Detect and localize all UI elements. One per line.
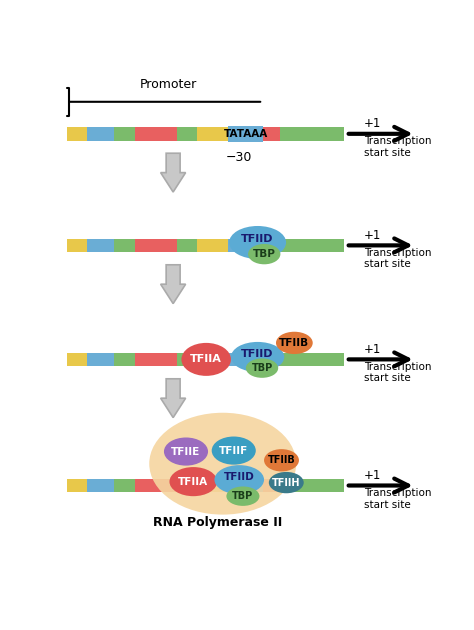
- Bar: [263, 353, 280, 366]
- Ellipse shape: [264, 449, 299, 471]
- Bar: [177, 127, 197, 140]
- Polygon shape: [161, 379, 186, 418]
- Ellipse shape: [214, 465, 264, 495]
- Bar: [66, 479, 87, 492]
- Text: TBP: TBP: [251, 363, 273, 373]
- Bar: [114, 353, 135, 366]
- Bar: [197, 479, 228, 492]
- Text: TATAAA: TATAAA: [224, 129, 268, 139]
- Bar: [197, 239, 228, 252]
- Bar: [87, 479, 114, 492]
- Ellipse shape: [164, 437, 208, 466]
- Text: +1: +1: [364, 117, 382, 130]
- Bar: [135, 479, 177, 492]
- Bar: [135, 353, 177, 366]
- Ellipse shape: [248, 244, 281, 265]
- Text: +1: +1: [364, 343, 382, 355]
- Bar: [197, 353, 228, 366]
- Bar: [263, 479, 280, 492]
- Bar: [135, 239, 177, 252]
- Ellipse shape: [229, 226, 286, 259]
- Ellipse shape: [227, 486, 259, 506]
- Ellipse shape: [246, 358, 278, 378]
- Text: Transcription
start site: Transcription start site: [364, 136, 432, 158]
- Bar: [228, 479, 263, 492]
- Bar: [114, 479, 135, 492]
- Bar: [263, 239, 280, 252]
- Ellipse shape: [170, 467, 217, 496]
- Bar: [228, 127, 263, 140]
- Bar: [66, 353, 87, 366]
- Bar: [228, 125, 263, 142]
- Bar: [177, 239, 197, 252]
- Bar: [114, 127, 135, 140]
- Text: +1: +1: [364, 469, 382, 481]
- Bar: [87, 353, 114, 366]
- Bar: [87, 127, 114, 140]
- Text: RNA Polymerase II: RNA Polymerase II: [153, 515, 282, 529]
- Ellipse shape: [182, 343, 231, 376]
- Ellipse shape: [231, 342, 284, 372]
- Bar: [280, 127, 344, 140]
- Text: TFIIB: TFIIB: [279, 338, 310, 348]
- Text: Promoter: Promoter: [140, 78, 197, 91]
- Text: TFIIE: TFIIE: [172, 447, 201, 457]
- Text: TFIID: TFIID: [224, 472, 255, 482]
- Polygon shape: [161, 153, 186, 192]
- Text: −30: −30: [226, 151, 253, 164]
- Bar: [114, 239, 135, 252]
- Ellipse shape: [212, 437, 256, 465]
- Text: TFIIH: TFIIH: [272, 478, 301, 488]
- Bar: [228, 239, 263, 252]
- Ellipse shape: [269, 472, 304, 493]
- Text: TFIID: TFIID: [241, 234, 274, 244]
- Text: TFIIA: TFIIA: [190, 355, 222, 364]
- Bar: [280, 479, 344, 492]
- Text: TBP: TBP: [253, 249, 276, 259]
- Bar: [228, 353, 263, 366]
- Bar: [177, 353, 197, 366]
- Bar: [280, 353, 344, 366]
- Text: TBP: TBP: [232, 491, 254, 501]
- Text: TFIIA: TFIIA: [178, 477, 209, 486]
- Bar: [280, 239, 344, 252]
- Polygon shape: [161, 265, 186, 304]
- Text: Transcription
start site: Transcription start site: [364, 248, 432, 270]
- Bar: [66, 239, 87, 252]
- Ellipse shape: [276, 332, 313, 354]
- Bar: [135, 127, 177, 140]
- Text: TFIIF: TFIIF: [219, 445, 248, 455]
- Text: Transcription
start site: Transcription start site: [364, 488, 432, 510]
- Bar: [87, 239, 114, 252]
- Text: +1: +1: [364, 229, 382, 241]
- Bar: [66, 127, 87, 140]
- Text: TFIID: TFIID: [241, 349, 274, 359]
- Bar: [177, 479, 197, 492]
- Ellipse shape: [149, 413, 296, 515]
- Bar: [263, 127, 280, 140]
- Bar: [197, 127, 228, 140]
- Text: Transcription
start site: Transcription start site: [364, 362, 432, 384]
- Text: TFIIB: TFIIB: [268, 455, 295, 466]
